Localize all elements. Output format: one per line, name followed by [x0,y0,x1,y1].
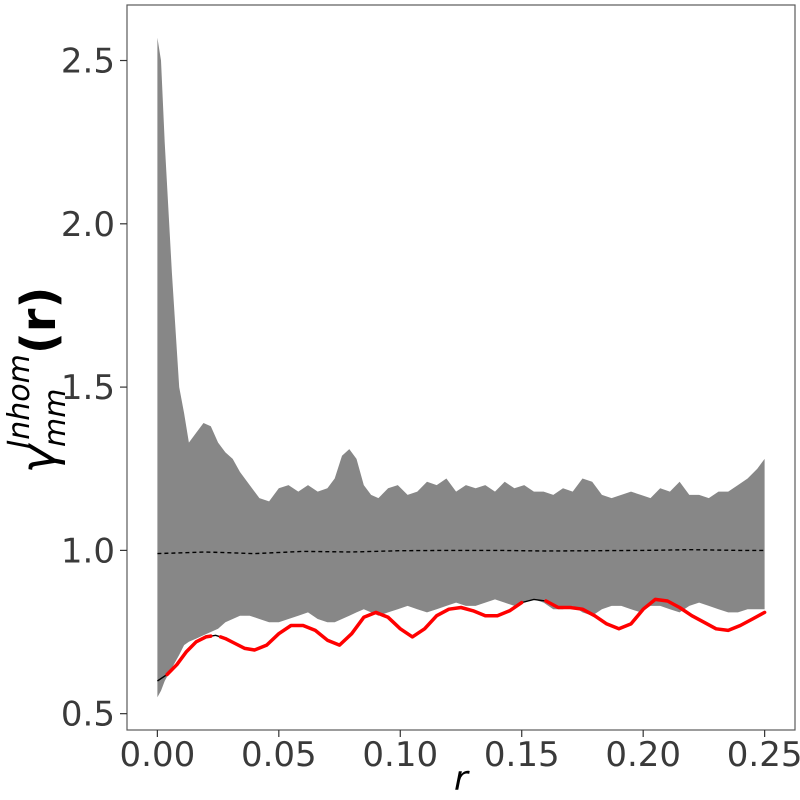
y-tick-label: 0.5 [61,695,115,735]
svg-text:γmmInhom(r): γmmInhom(r) [2,287,73,474]
plot-area [157,37,767,698]
axes: 0.00 0.05 0.10 0.15 0.20 0.25 0.5 1.0 1.5 2.0 2.5 [61,42,800,775]
y-axis-title: γmmInhom(r) [2,287,73,474]
theoretical-line [157,548,765,555]
outside-envelope-segment [544,597,767,633]
y-axis-title-superscript: Inhom [2,354,37,448]
x-tick-label: 0.25 [727,735,800,775]
y-axis-title-suffix: (r) [11,287,67,355]
y-axis-title-base: γ [11,442,67,473]
outside-envelope-segment [165,634,213,677]
x-axis-title: r [454,759,470,799]
x-tick-label: 0.15 [484,735,560,775]
y-tick-label: 2.5 [61,42,115,82]
x-tick-label: 0.00 [120,735,196,775]
outside-envelope-segment [218,600,524,652]
envelope-band [157,37,765,698]
y-axis-title-subscript: mm [38,389,73,447]
y-tick-label: 2.0 [61,205,115,245]
y-tick-label: 1.5 [61,368,115,408]
y-tick-label: 1.0 [61,531,115,571]
panel-border [126,4,796,731]
x-tick-label: 0.05 [241,735,317,775]
x-tick-label: 0.10 [362,735,438,775]
x-tick-label: 0.20 [605,735,681,775]
